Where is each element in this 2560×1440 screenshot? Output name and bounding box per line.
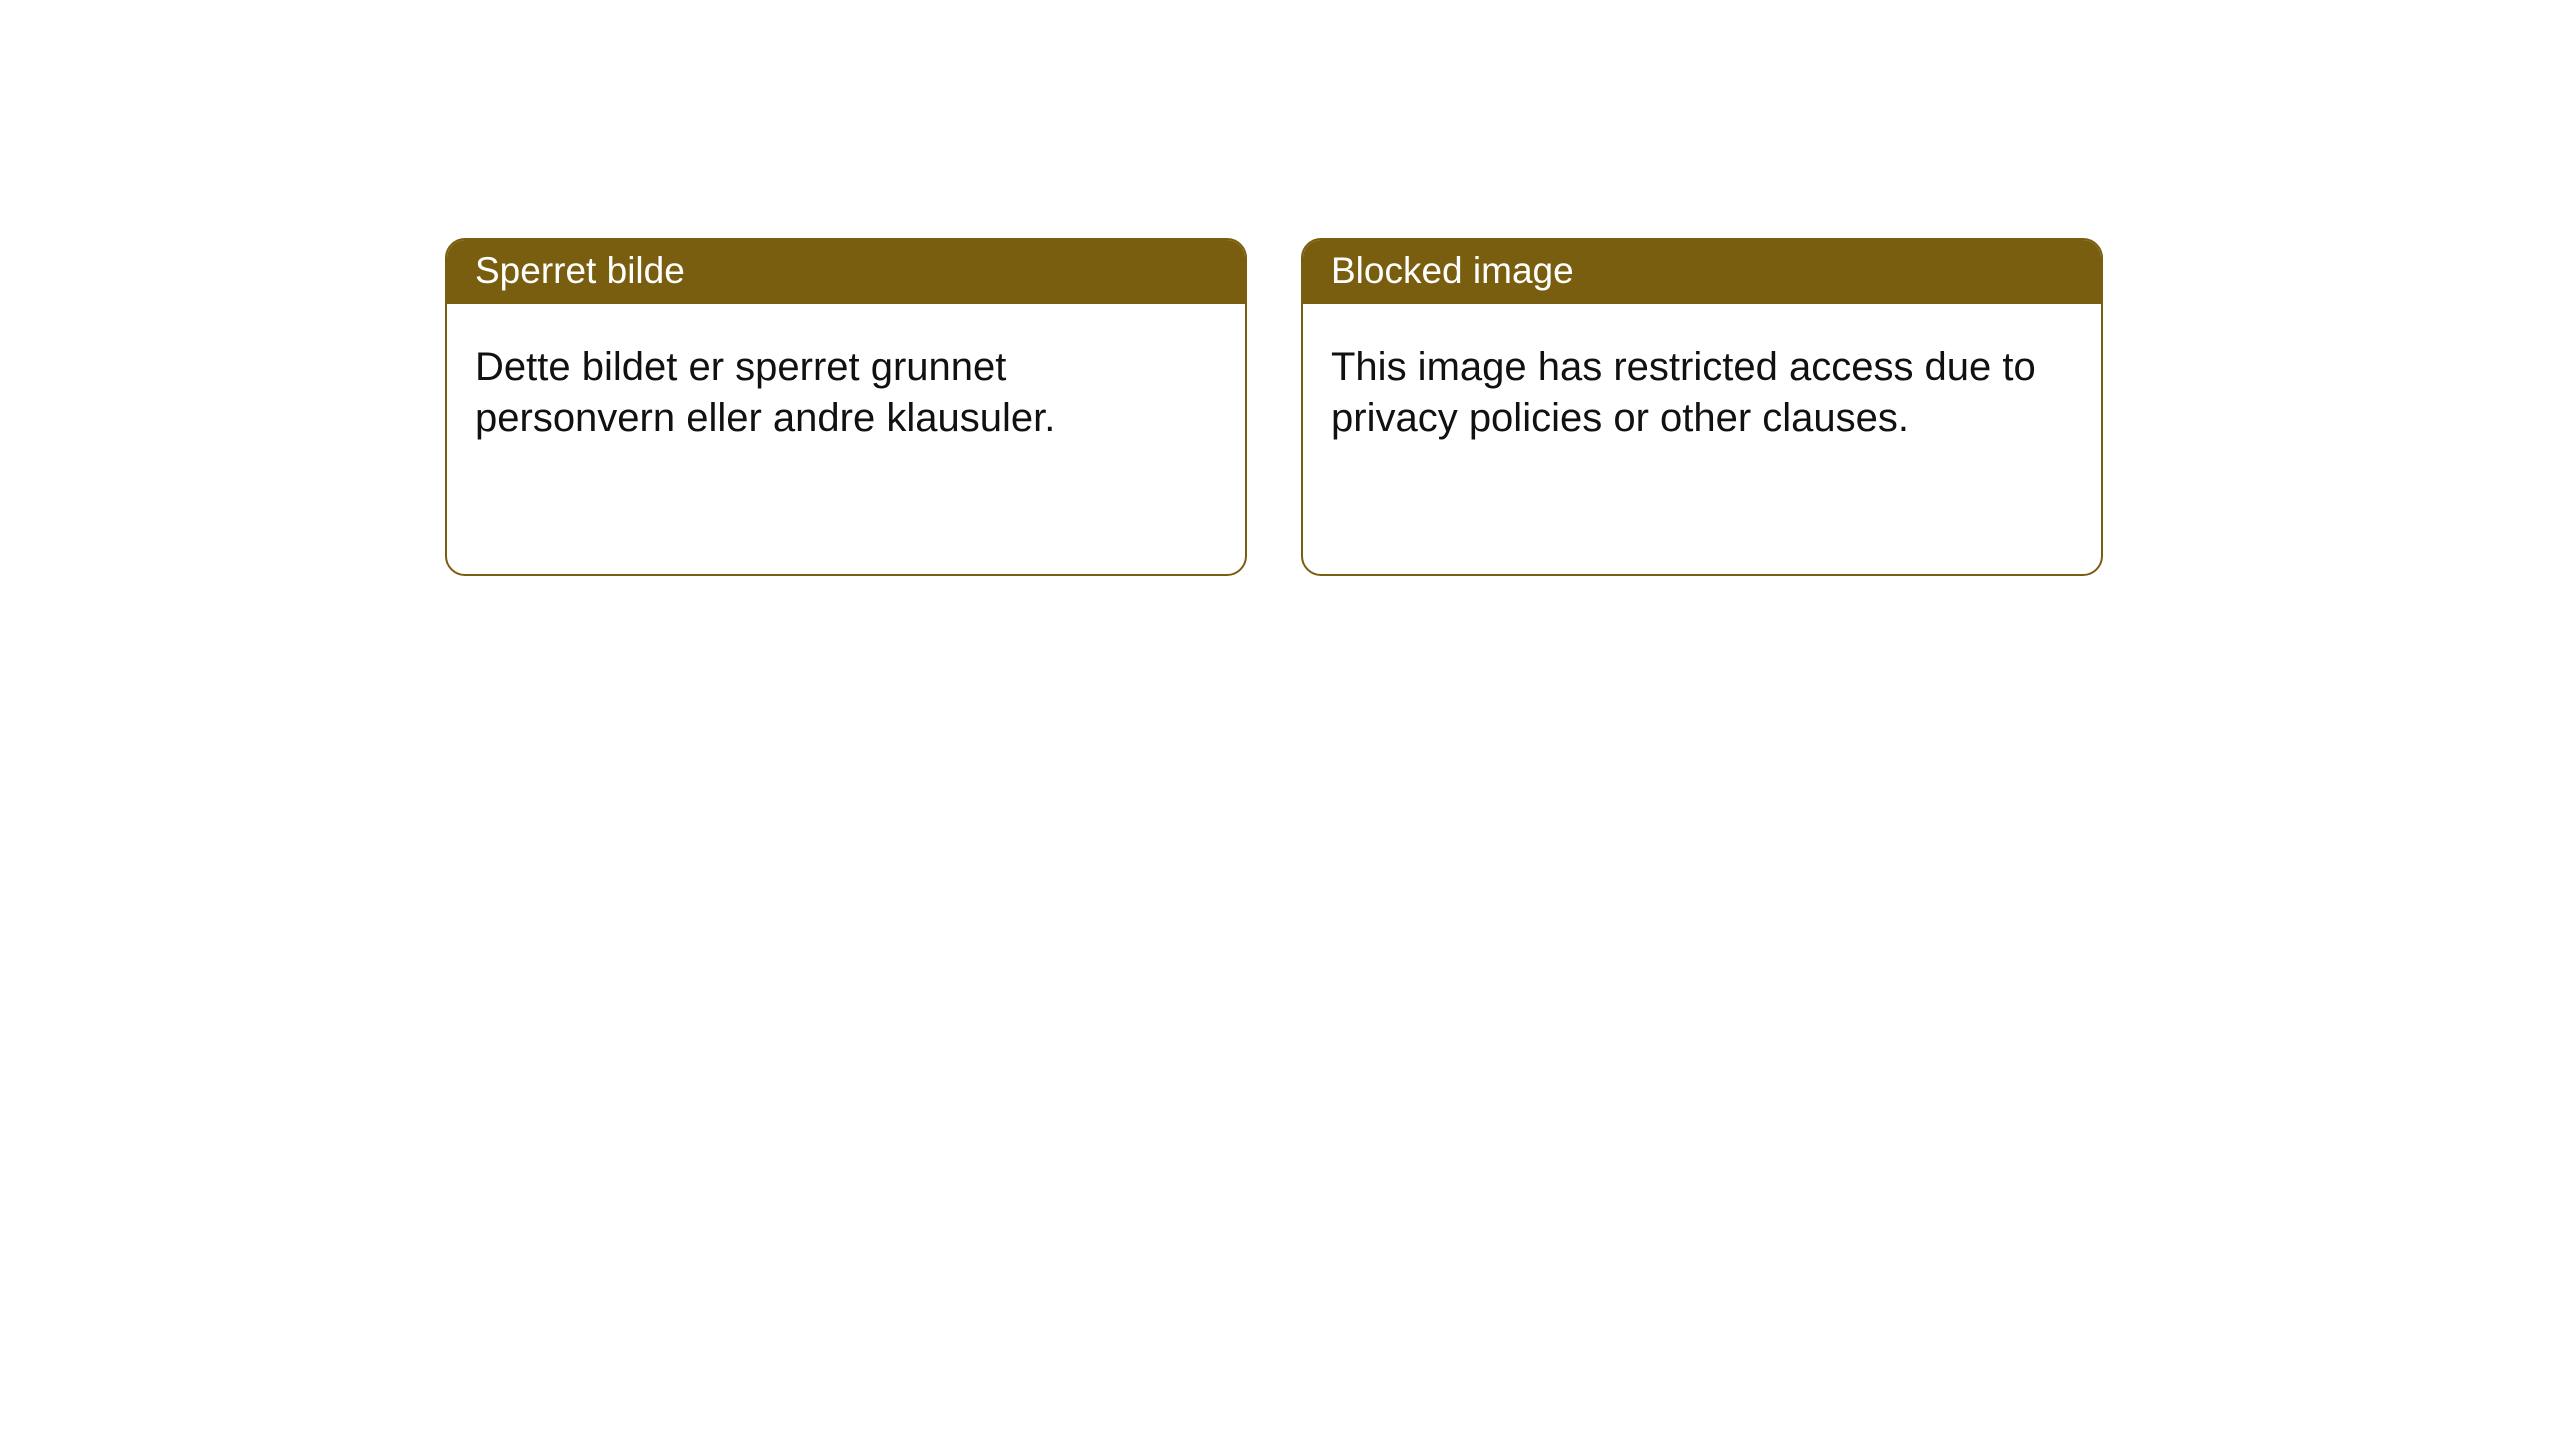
- notice-container: Sperret bilde Dette bildet er sperret gr…: [0, 0, 2560, 576]
- notice-card-english: Blocked image This image has restricted …: [1301, 238, 2103, 576]
- notice-body: Dette bildet er sperret grunnet personve…: [447, 304, 1245, 574]
- notice-card-norwegian: Sperret bilde Dette bildet er sperret gr…: [445, 238, 1247, 576]
- notice-title: Sperret bilde: [447, 240, 1245, 304]
- notice-body: This image has restricted access due to …: [1303, 304, 2101, 574]
- notice-title: Blocked image: [1303, 240, 2101, 304]
